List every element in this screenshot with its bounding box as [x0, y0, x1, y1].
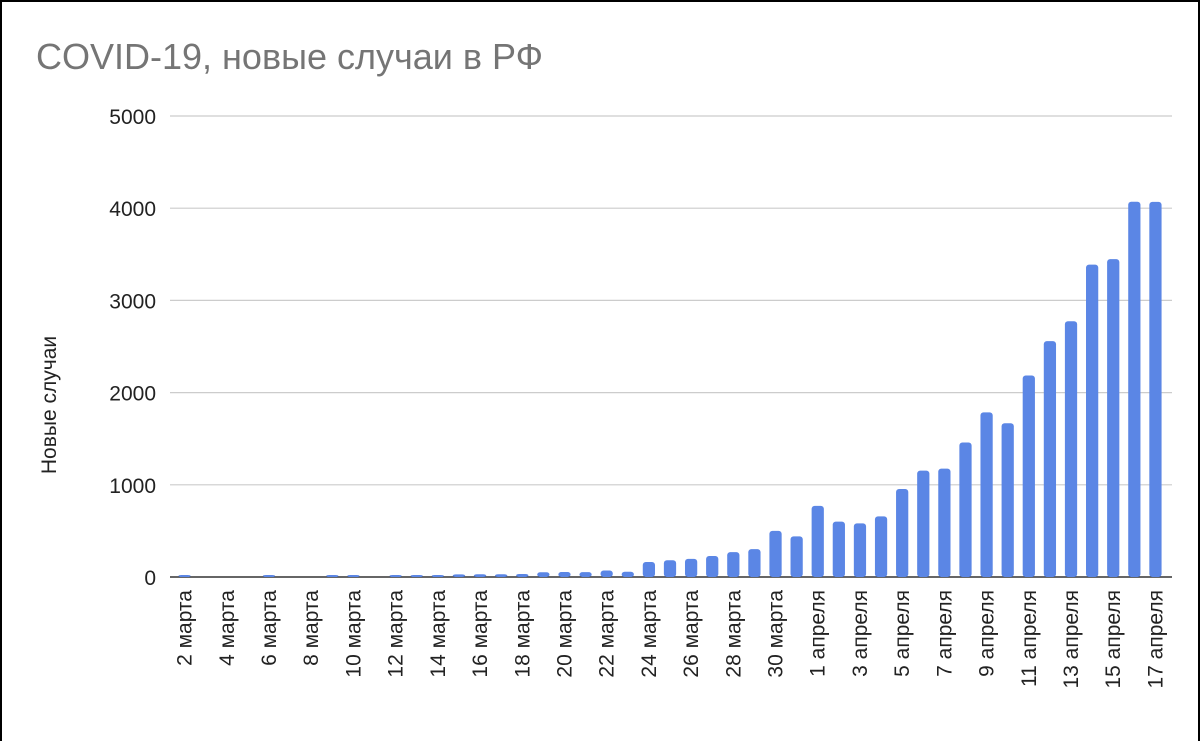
bar	[347, 575, 360, 577]
bar	[706, 555, 719, 577]
bar	[410, 575, 423, 577]
x-tick-label: 20 марта	[554, 590, 577, 678]
y-axis-label: Новые случаи	[38, 336, 61, 474]
y-tick-label: 4000	[109, 198, 156, 221]
bar	[558, 572, 571, 577]
bar	[1001, 423, 1014, 577]
x-tick-label: 9 апреля	[976, 590, 999, 677]
bar	[516, 573, 529, 577]
x-tick-label: 22 марта	[596, 590, 619, 678]
bar	[537, 572, 550, 577]
x-tick-label: 8 марта	[300, 590, 323, 666]
x-tick-label: 10 марта	[342, 590, 365, 678]
bar	[600, 570, 613, 577]
bar	[178, 575, 191, 577]
y-tick-label: 3000	[109, 290, 156, 313]
y-axis-ticks: 0 1000 2000 3000 4000 5000	[109, 106, 156, 590]
x-tick-label: 14 марта	[427, 590, 450, 678]
x-tick-label: 1 апреля	[807, 590, 830, 677]
bar	[495, 574, 508, 577]
x-tick-label: 12 марта	[385, 590, 408, 678]
bar	[959, 442, 972, 577]
x-tick-label: 13 апреля	[1060, 590, 1083, 689]
x-tick-label: 18 марта	[511, 590, 534, 678]
bar	[326, 575, 339, 577]
bar	[938, 468, 951, 577]
bar	[642, 561, 656, 577]
x-tick-label: 11 апреля	[1018, 590, 1041, 687]
bar	[811, 505, 824, 577]
bar	[727, 552, 740, 577]
bar	[579, 572, 592, 577]
bar	[684, 558, 698, 577]
y-tick-label: 5000	[109, 106, 156, 129]
x-tick-label: 3 апреля	[849, 590, 872, 677]
bar	[769, 530, 782, 577]
x-axis-ticks: 2 марта 4 марта 6 марта 8 марта 10 марта 12 м…	[174, 590, 1168, 689]
x-tick-label: 5 апреля	[891, 590, 914, 677]
bar	[874, 516, 888, 577]
bar	[1043, 341, 1057, 577]
bar	[1064, 321, 1078, 577]
bar	[1022, 375, 1035, 577]
x-tick-label: 24 марта	[638, 590, 661, 678]
gridlines	[170, 115, 1172, 578]
y-tick-label: 2000	[109, 383, 156, 406]
bar	[621, 571, 634, 577]
bar	[748, 549, 761, 577]
bar	[1086, 264, 1099, 577]
x-tick-label: 2 марта	[174, 590, 197, 666]
bar	[853, 523, 867, 577]
bar	[832, 521, 845, 577]
x-tick-label: 26 марта	[680, 590, 703, 678]
chart-title: COVID-19, новые случаи в РФ	[36, 36, 543, 77]
bar	[896, 489, 909, 577]
x-tick-label: 28 марта	[722, 590, 745, 678]
bar	[431, 575, 444, 577]
bar	[663, 560, 677, 577]
x-tick-label: 6 марта	[258, 590, 281, 666]
x-tick-label: 16 марта	[469, 590, 492, 678]
bar	[452, 574, 466, 577]
x-tick-label: 7 апреля	[933, 590, 956, 677]
x-tick-label: 4 марта	[216, 590, 239, 666]
bar	[980, 412, 993, 577]
bar	[1128, 201, 1141, 577]
y-tick-label: 1000	[109, 475, 156, 498]
x-tick-label: 17 апреля	[1144, 590, 1167, 689]
bar	[262, 575, 276, 577]
y-tick-label: 0	[144, 567, 156, 590]
bar	[1149, 201, 1162, 577]
bar	[790, 536, 803, 577]
x-tick-label: 15 апреля	[1102, 590, 1125, 689]
x-tick-label: 30 марта	[765, 590, 788, 678]
bar	[917, 470, 930, 577]
bar	[1107, 259, 1120, 577]
bar	[473, 574, 487, 577]
bar	[389, 575, 402, 577]
bars	[178, 201, 1162, 577]
